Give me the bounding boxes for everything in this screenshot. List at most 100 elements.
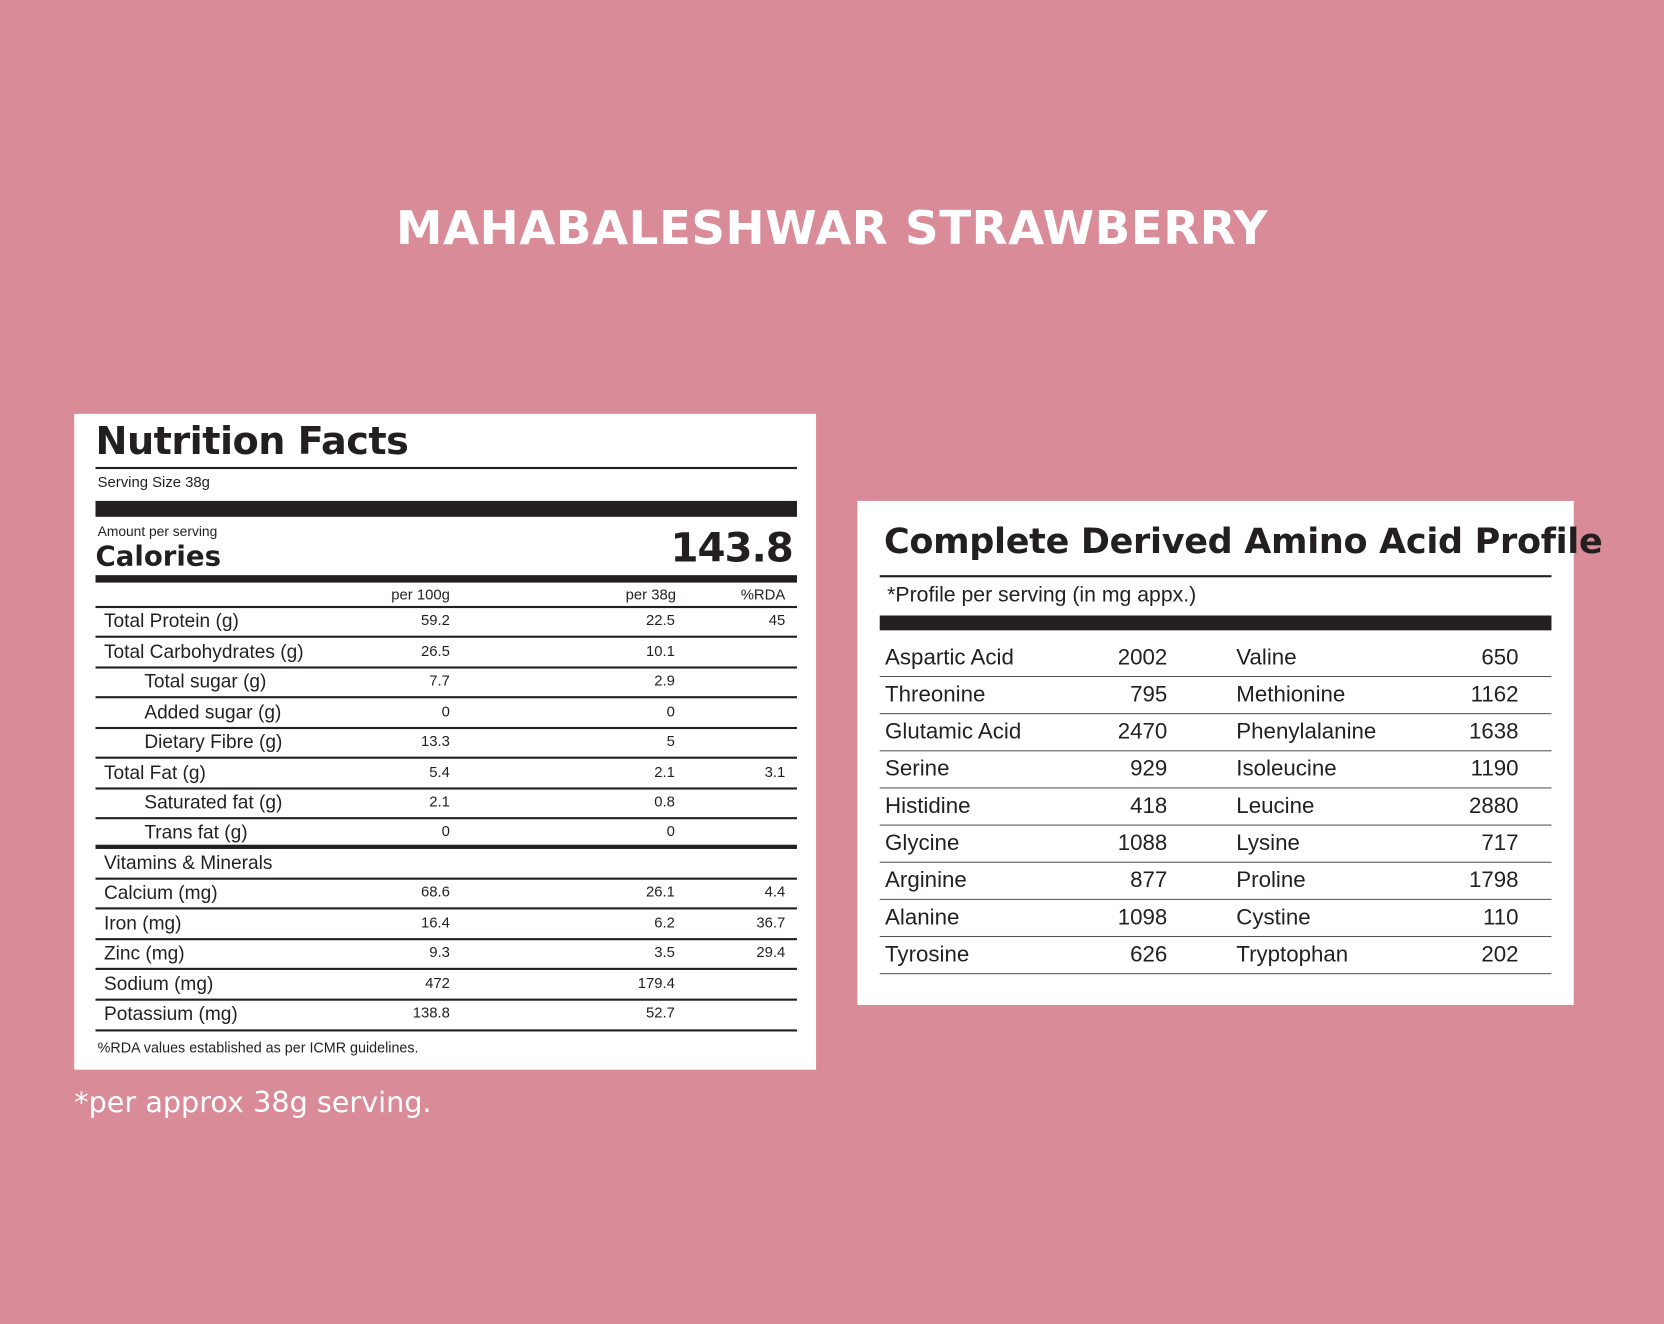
- divider: [879, 898, 1552, 900]
- amino-name: Tryptophan: [1236, 942, 1349, 967]
- value-per-38g: 10.1: [646, 642, 675, 660]
- row-label: Potassium (mg): [103, 1002, 238, 1025]
- row-label: Total Carbohydrates (g): [103, 640, 304, 663]
- row-label: Sodium (mg): [103, 973, 214, 995]
- amino-name: Proline: [1236, 868, 1306, 893]
- amino-value: 929: [1130, 756, 1168, 782]
- value-per-38g: 2.1: [654, 763, 675, 780]
- divider: [95, 787, 797, 790]
- amino-name: Cystine: [1236, 905, 1311, 930]
- amino-value: 717: [1481, 830, 1519, 856]
- vitamins-minerals-label: Vitamins & Minerals: [103, 852, 273, 874]
- amino-value: 795: [1130, 682, 1168, 707]
- divider: [95, 817, 797, 819]
- value-per-100g: 2.1: [429, 792, 450, 810]
- amino-value: 2002: [1117, 645, 1168, 670]
- amino-value: 418: [1130, 793, 1168, 819]
- amino-name: Lysine: [1236, 830, 1300, 856]
- divider: [95, 998, 797, 1001]
- value-per-100g: 59.2: [421, 611, 450, 629]
- table-row: Total sugar (g) 7.7 2.9: [96, 666, 797, 696]
- value-per-38g: 6.2: [654, 913, 675, 931]
- divider: [95, 466, 797, 470]
- serving-size: Serving Size 38g: [97, 473, 210, 491]
- thick-divider: [95, 500, 797, 517]
- amino-name: Methionine: [1236, 682, 1346, 707]
- amino-acid-title: Complete Derived Amino Acid Profile: [883, 519, 1603, 562]
- table-row: Tyrosine 626 Tryptophan 202: [879, 937, 1552, 975]
- amino-value: 650: [1481, 645, 1519, 670]
- amino-name: Glycine: [885, 830, 960, 856]
- amino-name: Leucine: [1236, 793, 1315, 819]
- row-label: Calcium (mg): [103, 881, 218, 904]
- table-row: Dietary Fibre (g) 13.3 5: [96, 727, 797, 757]
- column-header-rda: %RDA: [740, 585, 786, 603]
- row-label: Saturated fat (g): [144, 791, 283, 813]
- table-row: Calcium (mg) 68.6 26.1 4.4: [96, 878, 797, 908]
- amino-name: Phenylalanine: [1236, 719, 1377, 744]
- divider: [95, 756, 797, 759]
- thick-divider: [95, 844, 797, 849]
- value-per-100g: 26.5: [421, 642, 450, 660]
- table-row: Added sugar (g) 0 0: [96, 697, 797, 727]
- divider: [95, 877, 797, 880]
- rda-footnote: %RDA values established as per ICMR guid…: [97, 1039, 419, 1056]
- value-per-38g: 26.1: [646, 882, 675, 900]
- page-title: MAHABALESHWAR STRAWBERRY: [395, 201, 1268, 256]
- table-row: Trans fat (g) 0 0: [96, 817, 797, 847]
- row-label: Total sugar (g): [144, 670, 267, 692]
- value-per-38g: 0: [666, 822, 675, 840]
- row-label: Dietary Fibre (g): [144, 731, 283, 753]
- table-row: Arginine 877 Proline 1798: [879, 863, 1552, 900]
- value-per-38g: 179.4: [637, 974, 675, 992]
- amino-value: 1638: [1468, 719, 1519, 744]
- table-row: Potassium (mg) 138.8 52.7: [96, 999, 797, 1029]
- value-per-38g: 22.5: [646, 611, 675, 629]
- divider: [95, 726, 797, 729]
- divider: [95, 635, 797, 638]
- row-label: Total Fat (g): [103, 761, 206, 784]
- divider: [95, 938, 797, 940]
- table-row: Saturated fat (g) 2.1 0.8: [96, 787, 797, 817]
- value-per-38g: 5: [666, 732, 675, 750]
- amino-name: Tyrosine: [885, 942, 970, 967]
- amino-acid-subtitle: *Profile per serving (in mg appx.): [887, 583, 1197, 608]
- amino-name: Glutamic Acid: [885, 719, 1022, 744]
- divider: [95, 907, 797, 909]
- amino-value: 877: [1130, 868, 1168, 893]
- table-row: Histidine 418 Leucine 2880: [879, 788, 1552, 826]
- amino-value: 202: [1481, 942, 1519, 967]
- value-per-100g: 13.3: [421, 732, 450, 750]
- divider: [95, 696, 797, 698]
- amino-value: 1190: [1470, 756, 1519, 782]
- divider: [879, 935, 1552, 938]
- amino-name: Isoleucine: [1236, 756, 1337, 782]
- thick-divider: [879, 615, 1552, 631]
- amino-value: 1098: [1117, 905, 1168, 930]
- divider: [95, 666, 797, 669]
- value-per-100g: 138.8: [412, 1003, 450, 1021]
- value-per-38g: 52.7: [646, 1003, 675, 1021]
- row-label: Total Protein (g): [103, 610, 239, 632]
- value-rda: 4.4: [764, 882, 786, 900]
- amino-name: Arginine: [885, 868, 967, 893]
- amino-value: 2470: [1117, 719, 1168, 744]
- row-label: Added sugar (g): [144, 701, 282, 723]
- table-row: Serine 929 Isoleucine 1190: [879, 751, 1552, 789]
- column-header-per-100g: per 100g: [391, 585, 450, 603]
- amino-name: Serine: [885, 756, 950, 782]
- row-label: Trans fat (g): [144, 821, 248, 843]
- calories-label: Calories: [95, 541, 221, 574]
- table-row: Zinc (mg) 9.3 3.5 29.4: [96, 938, 797, 968]
- divider: [879, 712, 1552, 715]
- value-per-100g: 16.4: [421, 913, 450, 931]
- table-row: Sodium (mg) 472 179.4: [96, 969, 797, 999]
- amino-value: 626: [1130, 942, 1168, 967]
- amino-name: Aspartic Acid: [885, 645, 1014, 670]
- value-per-38g: 3.5: [654, 943, 675, 961]
- table-row: Glycine 1088 Lysine 717: [879, 826, 1552, 863]
- amino-name: Threonine: [885, 682, 986, 707]
- value-rda: 3.1: [764, 763, 786, 780]
- divider: [879, 749, 1552, 752]
- divider: [95, 967, 797, 970]
